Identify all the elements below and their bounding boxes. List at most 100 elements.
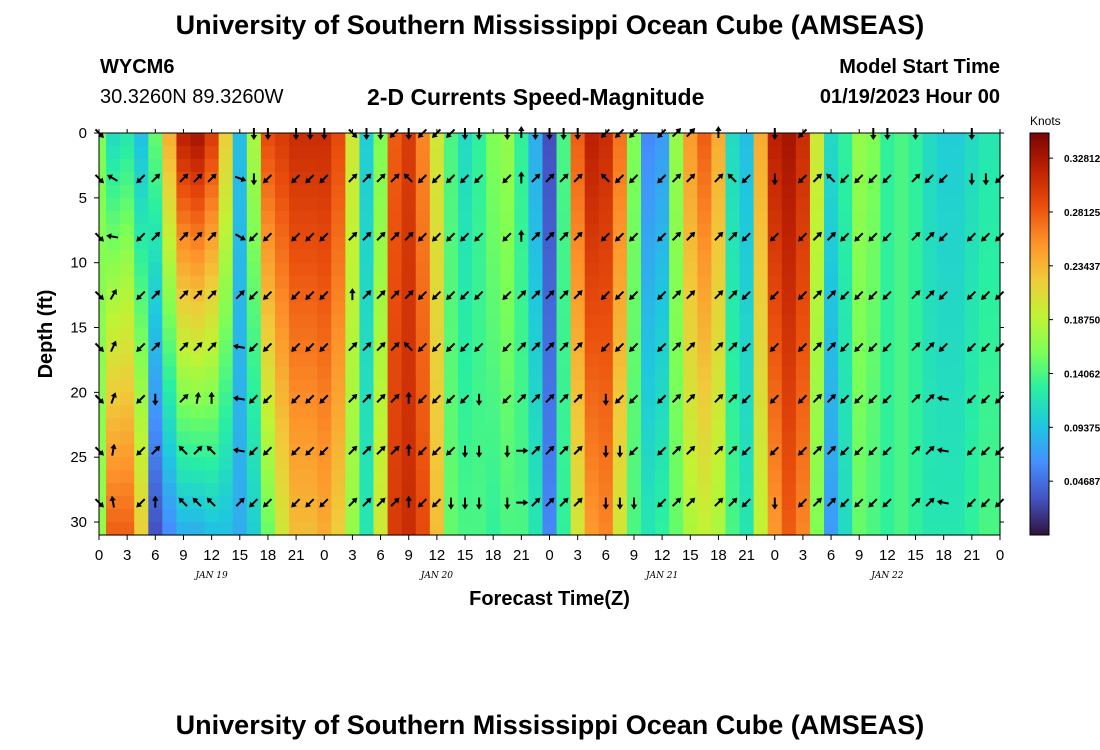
heatmap-cell (218, 444, 234, 458)
heatmap-cell (739, 418, 755, 432)
heatmap-cell (992, 470, 1001, 484)
heatmap-cell (415, 262, 431, 277)
current-arrow (629, 290, 639, 301)
heatmap-cell (134, 379, 149, 393)
heatmap-cell (359, 197, 375, 212)
current-arrow (840, 446, 850, 456)
heatmap-cell (641, 314, 656, 329)
heatmap-cell (246, 509, 262, 523)
heatmap-cell (289, 431, 304, 445)
heatmap-cell (697, 392, 713, 406)
heatmap-cell (922, 353, 938, 368)
heatmap-cell (725, 158, 741, 173)
heatmap-cell (697, 470, 713, 484)
heatmap-cell (542, 197, 558, 212)
heatmap-cell (697, 301, 713, 316)
heatmap-cell (99, 314, 107, 329)
heatmap-cell (274, 457, 290, 471)
heatmap-cell (317, 145, 332, 160)
heatmap-cell (767, 418, 783, 432)
heatmap-cell (120, 275, 135, 290)
heatmap-cell (387, 249, 403, 264)
heatmap-cell (556, 262, 572, 277)
current-arrow (193, 231, 203, 241)
heatmap-cell (641, 184, 656, 199)
current-arrow (573, 173, 583, 183)
heatmap-cell (824, 158, 839, 173)
heatmap-cell (556, 483, 572, 497)
heatmap-cell (289, 249, 304, 264)
heatmap-cell (922, 262, 938, 277)
heatmap-cell (289, 366, 304, 380)
heatmap-cell (359, 210, 375, 225)
heatmap-cell (190, 133, 206, 147)
heatmap-cell (514, 158, 529, 173)
current-arrow (966, 342, 977, 352)
heatmap-cell (795, 158, 811, 173)
current-arrow (714, 231, 724, 241)
current-arrow (616, 445, 624, 458)
current-arrow (925, 393, 935, 404)
heatmap-cell (99, 431, 107, 445)
heatmap-cell (739, 275, 755, 290)
current-arrow (362, 231, 372, 241)
axes: 0 3 6 9 12 15 18 21 0 3 6 9 12 15 18 21 0 3 6 9 12 15 18 21 0 3 6 9… (70, 125, 1004, 581)
heatmap-cell (795, 353, 811, 368)
x-tick-label: 18 (710, 547, 727, 564)
heatmap-cell (669, 158, 684, 173)
heatmap-cell (936, 353, 952, 368)
heatmap-cell (753, 288, 769, 303)
heatmap-cell (514, 184, 529, 199)
current-arrow (671, 231, 682, 241)
heatmap-cell (584, 483, 600, 497)
heatmap-cell (457, 133, 473, 147)
heatmap-cell (162, 314, 178, 329)
heatmap-cell (739, 145, 755, 160)
heatmap-cell (190, 210, 206, 225)
heatmap-cell (598, 314, 614, 329)
heatmap-cell (866, 379, 881, 393)
current-arrow (614, 174, 625, 184)
heatmap-cell (838, 379, 853, 393)
heatmap-cell (725, 249, 741, 264)
heatmap-cell (472, 366, 487, 380)
heatmap-cell (852, 509, 867, 523)
heatmap-cell (289, 470, 304, 484)
heatmap-cell (528, 483, 544, 497)
heatmap-cell (359, 379, 375, 393)
heatmap-cell (429, 366, 445, 380)
heatmap-cell (584, 457, 600, 471)
station-id: WYCM6 (100, 56, 175, 78)
heatmap-cell (936, 431, 952, 445)
current-arrow (531, 497, 541, 507)
heatmap-cell (978, 509, 994, 523)
heatmap-cell (204, 184, 220, 199)
current-arrow (235, 290, 245, 300)
current-arrow (376, 342, 386, 352)
heatmap-cell (120, 405, 135, 419)
heatmap-cell (838, 522, 853, 536)
heatmap-cell (852, 405, 867, 419)
heatmap-cell (556, 522, 572, 536)
heatmap-cell (373, 210, 389, 225)
heatmap-cell (753, 197, 769, 212)
current-arrow (545, 231, 555, 241)
heatmap-cell (838, 145, 853, 160)
heatmap-cell (345, 470, 361, 484)
day-label: JAN 22 (869, 571, 904, 581)
current-arrow (179, 173, 189, 183)
heatmap-cell (457, 379, 473, 393)
colorbar: 0.328120.281250.234370.187500.140620.093… (1029, 132, 1100, 536)
current-arrow (938, 174, 948, 184)
heatmap-cell (894, 379, 910, 393)
heatmap-cell (232, 431, 248, 445)
heatmap-cell (218, 405, 234, 419)
heatmap-cell (936, 314, 952, 329)
current-arrow (686, 342, 696, 352)
heatmap-cell (598, 262, 614, 277)
heatmap-cell (767, 470, 783, 484)
heatmap-cell (781, 457, 797, 471)
heatmap-cell (232, 145, 248, 160)
current-arrow (545, 497, 555, 507)
speed-heatmap (99, 133, 1001, 536)
